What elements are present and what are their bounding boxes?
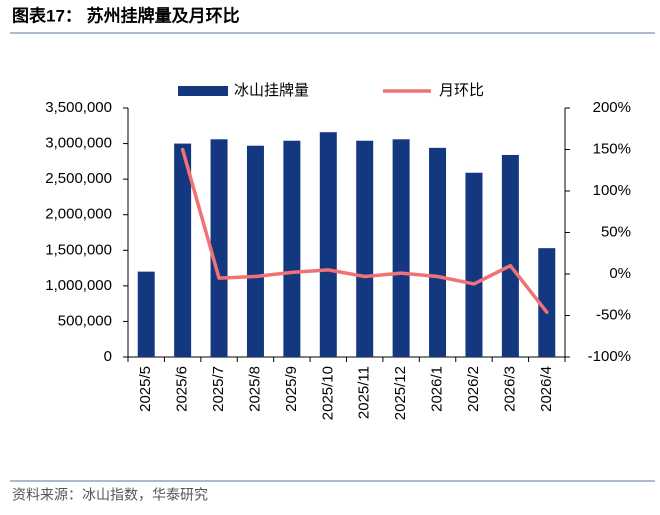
y-tick-label: 0 xyxy=(104,348,112,365)
bar xyxy=(210,139,228,357)
bar xyxy=(283,140,301,357)
y2-tick-label: 200% xyxy=(593,99,631,116)
y-tick-label: 2,500,000 xyxy=(45,170,112,187)
y2-tick-label: 100% xyxy=(593,182,631,199)
legend-label: 月环比 xyxy=(439,82,484,99)
bar xyxy=(538,248,556,357)
bar xyxy=(392,139,410,357)
x-tick-label: 2025/7 xyxy=(210,366,227,412)
x-tick-label: 2025/11 xyxy=(356,366,373,419)
y2-tick-label: 0% xyxy=(609,265,631,282)
chart-title: 图表17： 苏州挂牌量及月环比 xyxy=(12,5,240,25)
bar xyxy=(137,271,155,357)
y-tick-label: 3,000,000 xyxy=(45,135,112,152)
bar xyxy=(356,140,374,357)
y2-tick-label: -50% xyxy=(596,306,631,323)
x-tick-label: 2026/1 xyxy=(429,366,446,412)
source: 资料来源：冰山指数，华泰研究 xyxy=(12,487,208,503)
bar xyxy=(429,147,447,357)
y-tick-label: 500,000 xyxy=(58,312,112,329)
bar xyxy=(246,145,264,357)
y-tick-label: 2,000,000 xyxy=(45,206,112,223)
y2-tick-label: 50% xyxy=(601,223,631,240)
line xyxy=(180,147,549,314)
x-tick-label: 2025/6 xyxy=(174,366,191,412)
x-tick-label: 2025/8 xyxy=(246,366,263,412)
x-tick-label: 2025/10 xyxy=(319,366,336,420)
bar xyxy=(465,172,483,357)
x-tick-label: 2026/2 xyxy=(465,366,482,412)
y-tick-label: 3,500,000 xyxy=(45,99,112,116)
bar xyxy=(319,132,337,357)
legend-label: 冰山挂牌量 xyxy=(234,82,309,99)
y2-tick-label: -100% xyxy=(588,348,631,365)
x-tick-label: 2026/3 xyxy=(501,366,518,412)
x-tick-label: 2025/12 xyxy=(392,366,409,420)
y-tick-label: 1,000,000 xyxy=(45,277,112,294)
y-tick-label: 1,500,000 xyxy=(45,241,112,258)
x-tick-label: 2025/5 xyxy=(137,366,154,412)
y2-tick-label: 150% xyxy=(593,140,631,157)
bar xyxy=(501,154,519,357)
x-tick-label: 2025/9 xyxy=(283,366,300,412)
bar xyxy=(174,143,192,357)
x-tick-label: 2026/4 xyxy=(538,366,555,412)
legend-swatch xyxy=(178,86,228,96)
